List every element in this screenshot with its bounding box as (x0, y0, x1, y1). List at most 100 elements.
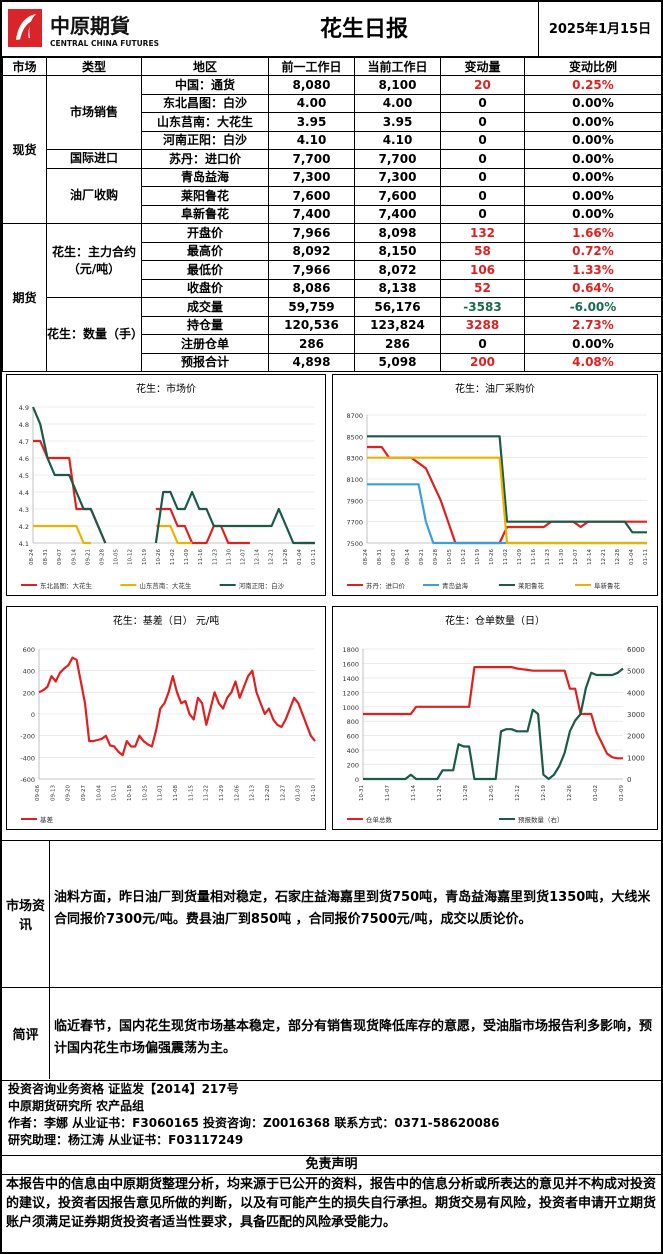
x-tick-label: 12-05 (489, 785, 495, 801)
change-pct-cell: 2.73% (524, 315, 662, 335)
region-cell: 阜新鲁花 (141, 204, 269, 224)
x-tick-label: 09-28 (100, 549, 106, 565)
cur-value-cell: 8,098 (354, 223, 441, 243)
y2-tick-label: 0 (627, 776, 631, 784)
x-tick-label: 11-09 (184, 549, 190, 565)
x-tick-label: 09-06 (35, 785, 41, 801)
y-tick-label: -200 (20, 733, 35, 741)
comment-section: 简评 临近春节，国内花生现货市场基本稳定，部分有销售现货降低库存的意愿，受油脂市… (2, 987, 661, 1079)
table-row: 莱阳鲁花 7,600 7,600 0 0.00% (3, 186, 662, 206)
prev-value-cell: 7,966 (268, 260, 355, 280)
change-pct-cell: 0.00% (524, 186, 662, 206)
table-row: 现货 市场销售 中国：通货 8,080 8,100 20 0.25% (2, 75, 662, 224)
x-tick-label: 09-27 (81, 785, 87, 801)
legend-label: 预报数量（右） (518, 815, 564, 824)
market-info-section: 市场资讯 油料方面，昨日油厂到货量相对稳定，石家庄益海嘉里到货750吨，青岛益海… (2, 840, 661, 987)
x-tick-label: 11-15 (188, 785, 194, 801)
change-cell: 0 (440, 167, 525, 187)
region-cell: 预报合计 (141, 352, 269, 372)
x-tick-label: 10-12 (461, 549, 467, 565)
region-cell: 最低价 (141, 260, 269, 280)
change-pct-cell: 1.33% (524, 260, 662, 280)
x-tick-label: 12-21 (269, 549, 275, 565)
change-cell: 106 (440, 260, 525, 280)
y-tick-label: 600 (347, 733, 359, 741)
type-group: 花生：数量（手） (46, 297, 142, 372)
change-pct-cell: 0.00% (524, 204, 662, 224)
col-header-1: 类型 (46, 57, 142, 76)
legend-label: 阜新鲁花 (594, 581, 621, 590)
footer-author: 作者：李娜 从业证书：F3060165 投资咨询：Z0016368 联系方式：0… (8, 1116, 500, 1130)
x-tick-label: 10-11 (112, 785, 118, 801)
x-tick-label: 09-28 (433, 549, 439, 565)
x-tick-label: 12-06 (234, 785, 240, 801)
col-header-6: 变动比例 (524, 57, 662, 76)
y-tick-label: 8100 (346, 476, 363, 484)
chart-title: 花生：仓单数量（日） (445, 614, 545, 627)
prev-value-cell: 7,300 (268, 167, 355, 187)
x-tick-label: 09-07 (57, 549, 63, 565)
footer-license: 投资咨询业务资格 证监发【2014】217号 (8, 1082, 239, 1096)
x-tick-label: 12-12 (515, 785, 521, 801)
x-tick-label: 10-19 (475, 549, 481, 565)
x-tick-label: 11-29 (219, 785, 225, 801)
report-date: 2025年1月15日 (538, 2, 661, 57)
chart-basis: 花生：基差（日） 元/吨 600 400 200 0 -200 -400 -600 09-06 0… (6, 606, 326, 830)
table-row: 期货 花生：主力合约（元/吨） 开盘价 7,966 8,098 132 1.66% (2, 223, 662, 372)
price-table: 市场 类型 地区 前一工作日 当前工作日 变动量 变动比例 现货 市场销售 中国：通货 8,080 8… (2, 57, 662, 372)
col-header-2: 地区 (141, 57, 269, 76)
change-cell: -3583 (440, 297, 525, 317)
change-pct-cell: 0.72% (524, 241, 662, 261)
legend-label: 莱阳鲁花 (518, 581, 545, 590)
comment-label: 简评 (2, 988, 50, 1079)
prev-value-cell: 4.00 (268, 93, 355, 113)
region-cell: 最高价 (141, 241, 269, 261)
series-line (31, 406, 315, 545)
cur-value-cell: 8,072 (354, 260, 441, 280)
change-pct-cell: 0.64% (524, 278, 662, 298)
y-tick-label: 0 (355, 776, 359, 784)
x-tick-label: 11-07 (385, 785, 391, 801)
y2-tick-label: 2000 (627, 733, 645, 741)
x-tick-label: 11-08 (173, 785, 179, 801)
x-tick-label: 08-24 (363, 549, 369, 565)
change-cell: 0 (440, 112, 525, 132)
prev-value-cell: 8,080 (268, 75, 355, 95)
prev-value-cell: 286 (268, 334, 355, 354)
change-cell: 0 (440, 204, 525, 224)
y-tick-label: 4.2 (19, 523, 29, 531)
table-row: 油厂收购 青岛益海 7,300 7,300 0 0.00% (3, 167, 662, 224)
market-futures: 期货 (2, 223, 47, 372)
x-tick-label: 10-04 (96, 785, 102, 801)
cur-value-cell: 4.10 (354, 130, 441, 150)
change-pct-cell: 0.00% (524, 112, 662, 132)
market-spot: 现货 (2, 75, 47, 224)
change-cell: 132 (440, 223, 525, 243)
y-tick-label: 200 (23, 689, 35, 697)
region-cell: 收盘价 (141, 278, 269, 298)
x-tick-label: 10-05 (447, 549, 453, 565)
prev-value-cell: 4.10 (268, 130, 355, 150)
x-tick-label: 12-20 (265, 785, 271, 801)
type-group: 市场销售 (46, 75, 142, 150)
prev-value-cell: 7,966 (268, 223, 355, 243)
x-tick-label: 12-14 (587, 549, 593, 565)
x-tick-label: 09-21 (419, 549, 425, 565)
change-pct-cell: 4.08% (524, 352, 662, 372)
cur-value-cell: 56,176 (354, 297, 441, 317)
x-tick-label: 11-23 (212, 549, 218, 565)
y-tick-label: 4.9 (19, 404, 29, 412)
x-tick-label: 12-26 (567, 785, 573, 801)
x-tick-label: 11-16 (198, 549, 204, 565)
cur-value-cell: 123,824 (354, 315, 441, 335)
x-tick-label: 12-07 (573, 549, 579, 565)
disclaimer-text: 本报告中的信息由中原期货整理分析，均来源于已公开的资料，报告中的信息分析或所表达… (6, 1177, 657, 1230)
y-tick-label: 8700 (346, 412, 363, 420)
cur-value-cell: 8,150 (354, 241, 441, 261)
y-tick-label: 4.7 (19, 438, 29, 446)
col-header-3: 前一工作日 (268, 57, 355, 76)
prev-value-cell: 8,086 (268, 278, 355, 298)
table-row: 持仓量 120,536 123,824 3288 2.73% (3, 315, 662, 335)
change-pct-cell: 0.00% (524, 334, 662, 354)
x-tick-label: 08-31 (377, 549, 383, 565)
